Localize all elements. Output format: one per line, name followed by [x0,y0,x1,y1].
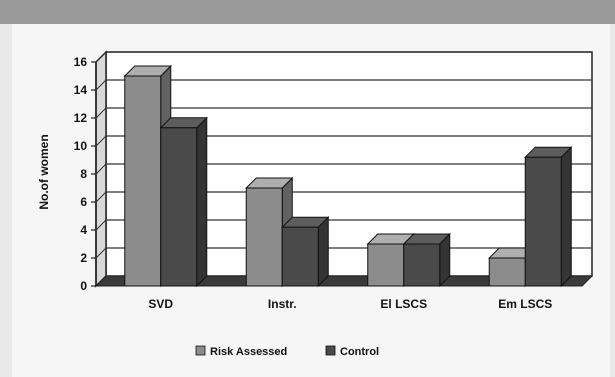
y-tick-label: 6 [80,195,87,209]
grid-line-side [95,191,107,203]
bar-front [160,127,198,287]
legend-item: Control [325,345,379,358]
bar-side [560,145,572,288]
bar [524,145,573,288]
y-tick-label: 10 [74,139,88,153]
bar-front [124,75,162,287]
bar [402,232,451,288]
grid-line-side [95,135,107,147]
bar-front [403,243,441,287]
legend-swatch [195,345,206,356]
x-tick-label: Em LSCS [498,297,552,311]
x-tick-label: SVD [148,297,173,311]
legend-item: Risk Assessed [195,345,287,358]
legend-label: Control [340,346,379,358]
legend-swatch [325,345,336,356]
y-tick-label: 14 [74,83,88,97]
y-axis-ticks: 0 2 4 6 8 10 12 14 16 [74,55,97,293]
y-tick-label: 16 [74,55,88,69]
bar-front [281,226,319,287]
bars [123,64,573,288]
legend: Risk Assessed Control [195,345,379,358]
grid-line-side [95,107,107,119]
y-tick-label: 12 [74,111,88,125]
bar-side [196,116,208,288]
x-tick-label: El LSCS [380,297,427,311]
header-band [0,0,615,24]
grid-line-side [95,247,107,259]
bar [159,116,208,288]
y-tick-label: 2 [80,251,87,265]
y-tick-label: 8 [80,167,87,181]
grid-line-side [95,219,107,231]
grid-line-side [95,163,107,175]
grid-line-side [95,51,107,63]
x-tick-label: Instr. [268,297,297,311]
y-axis-label: No.of women [37,134,51,209]
bar-front [245,187,283,287]
y-tick-label: 0 [80,279,87,293]
bar [281,215,330,288]
y-tick-label: 4 [80,223,87,237]
x-axis-labels: SVD Instr. El LSCS Em LSCS [148,297,552,311]
bar-side [317,215,329,288]
bar-front [488,257,526,287]
grid-line-side [95,79,107,91]
legend-label: Risk Assessed [210,346,287,358]
bar-front [367,243,405,287]
bar-front [524,156,562,287]
